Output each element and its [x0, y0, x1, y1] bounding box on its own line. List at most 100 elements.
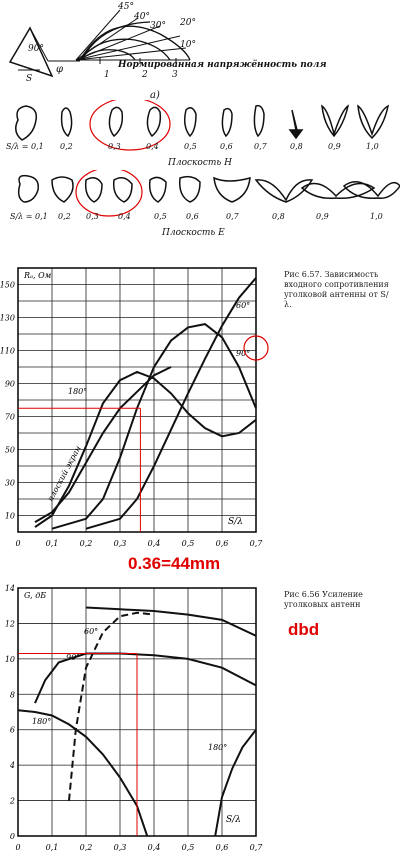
pattern-e-0.9: [300, 182, 376, 200]
x-tick-label: 0,6: [216, 539, 229, 548]
ratio-label: 0,9: [328, 142, 341, 151]
pattern-h-0.6: [221, 107, 233, 138]
ratio-label: 0,8: [272, 212, 285, 221]
y-tick-label: 110: [0, 347, 15, 356]
phi-label: φ: [56, 64, 64, 75]
angle-label-45: 45°: [118, 2, 134, 12]
pattern-ratios-e: S/λ = 0,1 0,2 0,3 0,4 0,5 0,6 0,7 0,8 0,…: [0, 212, 400, 226]
y-axis-label: G, дБ: [24, 591, 46, 600]
pattern-h-0.1: [15, 105, 38, 141]
plane-e-label: Плоскость E: [162, 228, 225, 238]
pattern-e-0.1: [17, 174, 40, 203]
y-tick-label: 6: [10, 726, 15, 735]
corner-antenna-diagram: [8, 9, 191, 78]
ratio-label: 0,4: [118, 212, 131, 221]
ratio-label: S/λ = 0,1: [6, 142, 44, 151]
series-line: [51, 323, 257, 530]
y-tick-label: 50: [5, 446, 15, 455]
angle-label-40: 40°: [134, 12, 150, 22]
pattern-row-e: [17, 170, 400, 217]
plot-frame: [17, 267, 257, 533]
x-tick-label: 0: [15, 843, 20, 852]
curve-label: 60°: [84, 627, 98, 636]
y-axis-label: Rₐ, Ом: [23, 271, 52, 280]
ratio-label: 0,6: [220, 142, 233, 151]
ratio-label: 0,7: [226, 212, 239, 221]
x-axis-label: S/λ: [228, 517, 243, 527]
series-line: [68, 611, 155, 801]
y-tick-label: 12: [5, 619, 15, 628]
curve-label: 180°: [68, 387, 87, 396]
ratio-label: 0,2: [58, 212, 71, 221]
x-axis-label: S/λ: [226, 815, 241, 825]
y-tick-label: 8: [10, 690, 15, 699]
pattern-row-h: [15, 100, 390, 151]
x-tick-label: 0,3: [114, 843, 127, 852]
series-line: [85, 277, 257, 530]
chart1-annotation: 0.36=44mm: [128, 554, 221, 573]
series-line: [85, 606, 257, 637]
circle-highlight: [243, 335, 269, 361]
pattern-lobes: [79, 21, 191, 61]
pattern-e-0.2: [51, 176, 74, 203]
ratio-label: 0,8: [290, 142, 303, 151]
ratio-label: 0,3: [108, 142, 121, 151]
reflector-corner: [8, 26, 54, 78]
x-tick-label: 0,2: [80, 843, 93, 852]
y-tick-label: 150: [0, 281, 15, 290]
circle-highlight-h: [89, 100, 171, 151]
pattern-h-0.8: [288, 109, 304, 140]
ratio-label: 0,3: [86, 212, 99, 221]
x-tick-label: 0,7: [250, 843, 264, 852]
pattern-e-0.4: [112, 177, 133, 203]
x-tick-label: 0,3: [114, 539, 127, 548]
x-tick-label: 0,2: [80, 539, 93, 548]
ratio-label: 0,7: [254, 142, 267, 151]
ratio-label: 0,5: [154, 212, 167, 221]
gain-chart: 0 0,1 0,2 0,3 0,4 0,5 0,6 0,7 0 2 4 6 8 10 12 14 G, дБ S/…: [5, 584, 264, 852]
pattern-e-1.0: [342, 181, 400, 199]
sub-label-a: а): [150, 90, 160, 101]
x-tick-label: 0,5: [182, 843, 195, 852]
ratio-label: S/λ = 0,1: [10, 212, 48, 221]
y-tick-label: 90: [5, 380, 15, 389]
circle-highlight-e: [75, 170, 143, 217]
x-tick-label: 0,1: [46, 843, 59, 852]
x-tick-label: 0,5: [182, 539, 195, 548]
y-tick-label: 10: [5, 512, 15, 521]
pattern-h-0.3: [108, 106, 124, 138]
chart2-caption: Рис 6.56 Усиление уголковых антенн: [284, 590, 363, 609]
pattern-e-0.3: [84, 177, 103, 203]
x-tick-label: 0,6: [216, 843, 229, 852]
pattern-h-0.2: [60, 107, 73, 138]
pattern-h-0.7: [253, 104, 265, 138]
ratio-label: 0,9: [316, 212, 329, 221]
series-line: [214, 729, 257, 837]
pattern-e-0.7: [213, 176, 251, 203]
angle-label-10: 10°: [180, 40, 196, 50]
x-tick-label: 0,4: [148, 843, 161, 852]
y-tick-label: 4: [9, 761, 15, 770]
chart1-caption: Рис 6.57. Зависимость входного сопротивл…: [284, 270, 389, 309]
field-label: Нормированная напряжённость поля: [118, 60, 327, 70]
pattern-h-1.0: [357, 104, 390, 140]
y-tick-label: 70: [5, 413, 15, 422]
ratio-label: 0,4: [146, 142, 159, 151]
curve-label: 180°: [32, 717, 51, 726]
x-tick-label: 0,1: [46, 539, 59, 548]
y-tick-label: 130: [0, 314, 15, 323]
curve-label: 90°: [236, 349, 250, 358]
x-tick-label: 0,7: [250, 539, 264, 548]
s-label: S: [26, 74, 33, 84]
chart2-annotation: dbd: [288, 620, 320, 639]
curve-label: 90°: [66, 653, 80, 662]
ratio-label: 0,2: [60, 142, 73, 151]
tick-label-2: 2: [142, 70, 148, 80]
x-tick-label: 0: [15, 539, 20, 548]
curve-label: 60°: [236, 301, 250, 310]
input-resistance-chart: 0 0,1 0,2 0,3 0,4 0,5 0,6 0,7 10 30 50 70 90 110 130 15…: [0, 267, 269, 548]
ratio-label: 1,0: [366, 142, 379, 151]
pattern-e-0.6: [178, 175, 201, 203]
pattern-h-0.5: [183, 107, 197, 138]
y-tick-label: 2: [9, 797, 15, 806]
